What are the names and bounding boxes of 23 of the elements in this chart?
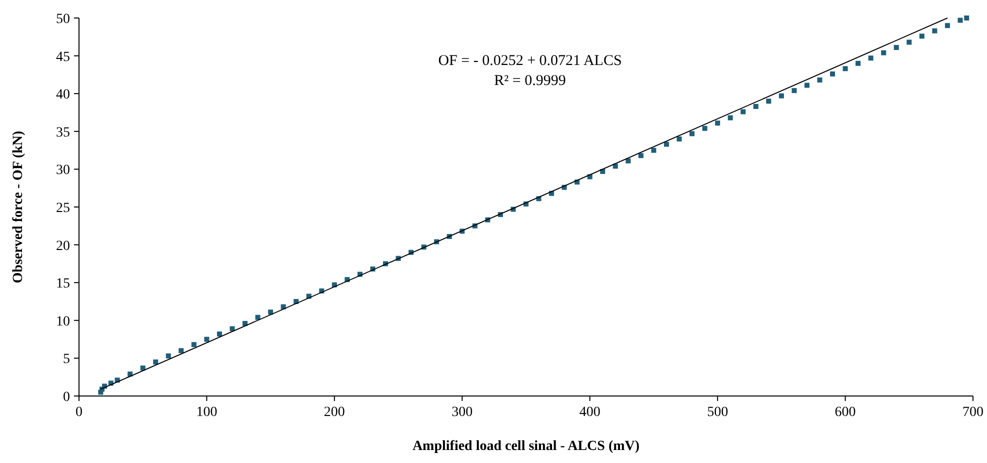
annotation: OF = - 0.0252 + 0.0721 ALCS [438, 53, 622, 69]
y-tick-label: 50 [56, 12, 70, 27]
x-tick-label: 500 [707, 405, 728, 420]
y-tick-label: 0 [63, 390, 70, 405]
annotation: R² = 0.9999 [494, 73, 566, 89]
y-tick-label: 40 [56, 88, 70, 103]
x-axis-title: Amplified load cell sinal - ALCS (mV) [412, 439, 640, 454]
x-tick-label: 200 [324, 405, 345, 420]
y-tick-label: 30 [56, 163, 70, 178]
x-tick-label: 400 [579, 405, 600, 420]
y-tick-label: 10 [56, 314, 70, 330]
y-tick-label: 15 [56, 276, 70, 292]
y-tick-label: 45 [56, 50, 70, 65]
y-tick-label: 5 [63, 352, 70, 368]
x-tick-label: 0 [76, 405, 82, 420]
y-tick-label: 35 [56, 125, 70, 140]
y-tick-label: 25 [56, 201, 70, 216]
x-tick-label: 600 [834, 405, 856, 420]
y-axis-title: Observed force - OF (kN) [11, 130, 26, 284]
x-tick-label: 100 [196, 405, 218, 420]
x-tick-label: 700 [962, 405, 984, 420]
y-tick-label: 20 [56, 238, 70, 254]
x-tick-label: 300 [452, 405, 473, 420]
